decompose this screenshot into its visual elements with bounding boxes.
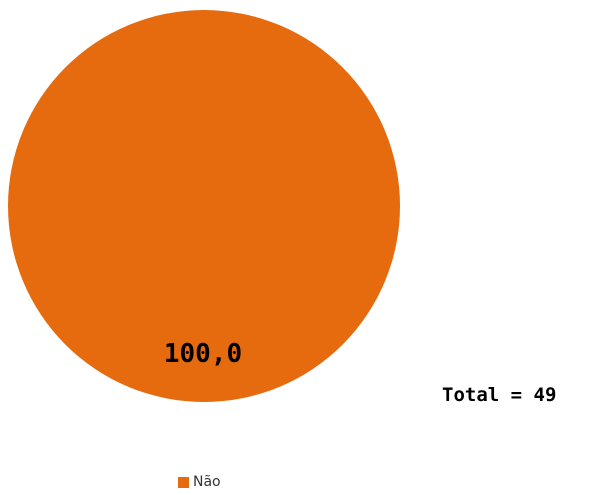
total-label: Total = 49 <box>442 384 557 406</box>
pie-slice <box>8 10 400 402</box>
pie-slices <box>8 10 400 402</box>
slice-data-label: 100,0 <box>164 339 242 369</box>
legend-swatch-nao <box>178 476 189 488</box>
legend: Não <box>178 475 221 489</box>
legend-label-nao: Não <box>193 474 221 490</box>
